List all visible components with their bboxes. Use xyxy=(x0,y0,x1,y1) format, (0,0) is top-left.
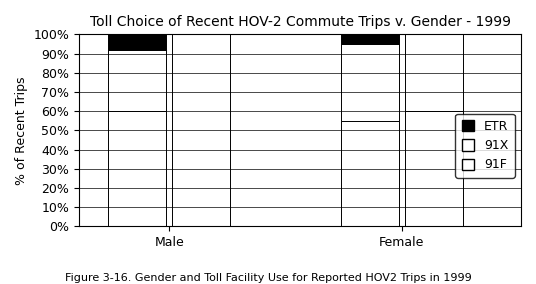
Y-axis label: % of Recent Trips: % of Recent Trips xyxy=(15,76,28,185)
Bar xyxy=(172,34,230,226)
Bar xyxy=(341,34,399,44)
Bar xyxy=(108,50,166,111)
Bar xyxy=(341,44,399,121)
Bar xyxy=(405,34,463,111)
Bar xyxy=(108,111,166,226)
Legend: ETR, 91X, 91F: ETR, 91X, 91F xyxy=(456,114,515,178)
Bar xyxy=(405,111,463,226)
Bar xyxy=(108,34,166,50)
Text: Figure 3-16. Gender and Toll Facility Use for Reported HOV2 Trips in 1999: Figure 3-16. Gender and Toll Facility Us… xyxy=(65,273,471,283)
Bar xyxy=(341,121,399,226)
Title: Toll Choice of Recent HOV-2 Commute Trips v. Gender - 1999: Toll Choice of Recent HOV-2 Commute Trip… xyxy=(90,15,511,29)
